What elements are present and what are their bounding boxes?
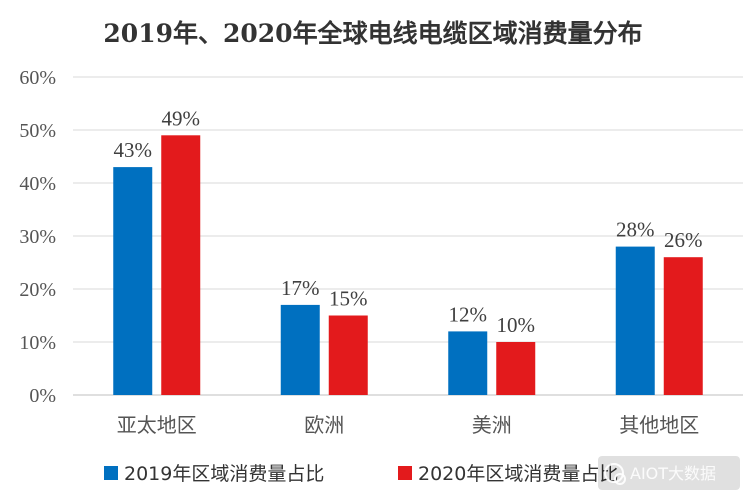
x-axis-categories: 亚太地区 欧洲 美洲 其他地区	[117, 413, 700, 437]
category-label: 其他地区	[619, 413, 699, 437]
bar-2019	[615, 246, 655, 395]
watermark-backdrop	[598, 456, 740, 490]
y-tick-label: 50%	[19, 120, 56, 142]
chart-title: 2019年、2020年全球电线电缆区域消费量分布	[103, 19, 642, 48]
bar-2020	[328, 315, 368, 395]
y-tick-label: 10%	[19, 332, 56, 354]
bar-2019	[448, 331, 488, 395]
bar-2019	[113, 167, 153, 395]
data-label: 12%	[449, 302, 488, 326]
legend-swatch-2020	[398, 466, 412, 480]
legend-label-2019: 2019年区域消费量占比	[124, 463, 324, 485]
wechat-icon-dot	[614, 473, 626, 485]
y-axis-ticks: 0% 10% 20% 30% 40% 50% 60%	[19, 67, 56, 407]
watermark-text: AIOT大数据	[630, 464, 716, 483]
data-label: 49%	[162, 106, 201, 130]
legend-label-2020: 2020年区域消费量占比	[418, 463, 618, 485]
data-label: 10%	[497, 313, 536, 337]
bar-2019	[280, 304, 320, 395]
data-label: 26%	[664, 228, 703, 252]
bars	[113, 135, 703, 396]
bar-2020	[496, 342, 536, 395]
category-label: 欧洲	[304, 413, 344, 437]
data-label: 17%	[281, 276, 320, 300]
y-tick-label: 30%	[19, 226, 56, 248]
data-label: 15%	[329, 287, 368, 311]
y-tick-label: 0%	[29, 385, 56, 407]
data-labels: 43% 49% 17% 15% 12% 10% 28% 26%	[114, 106, 703, 337]
y-tick-label: 40%	[19, 173, 56, 195]
y-tick-label: 60%	[19, 67, 56, 89]
data-label: 43%	[114, 138, 153, 162]
legend: 2019年区域消费量占比 2020年区域消费量占比	[104, 463, 618, 485]
category-label: 美洲	[472, 413, 512, 437]
data-label: 28%	[616, 218, 655, 242]
wechat-icon	[604, 463, 624, 483]
watermark: AIOT大数据	[598, 456, 740, 490]
y-tick-label: 20%	[19, 279, 56, 301]
bar-2020	[161, 135, 201, 396]
legend-swatch-2019	[104, 466, 118, 480]
category-label: 亚太地区	[117, 413, 197, 437]
bar-2020	[663, 257, 703, 395]
